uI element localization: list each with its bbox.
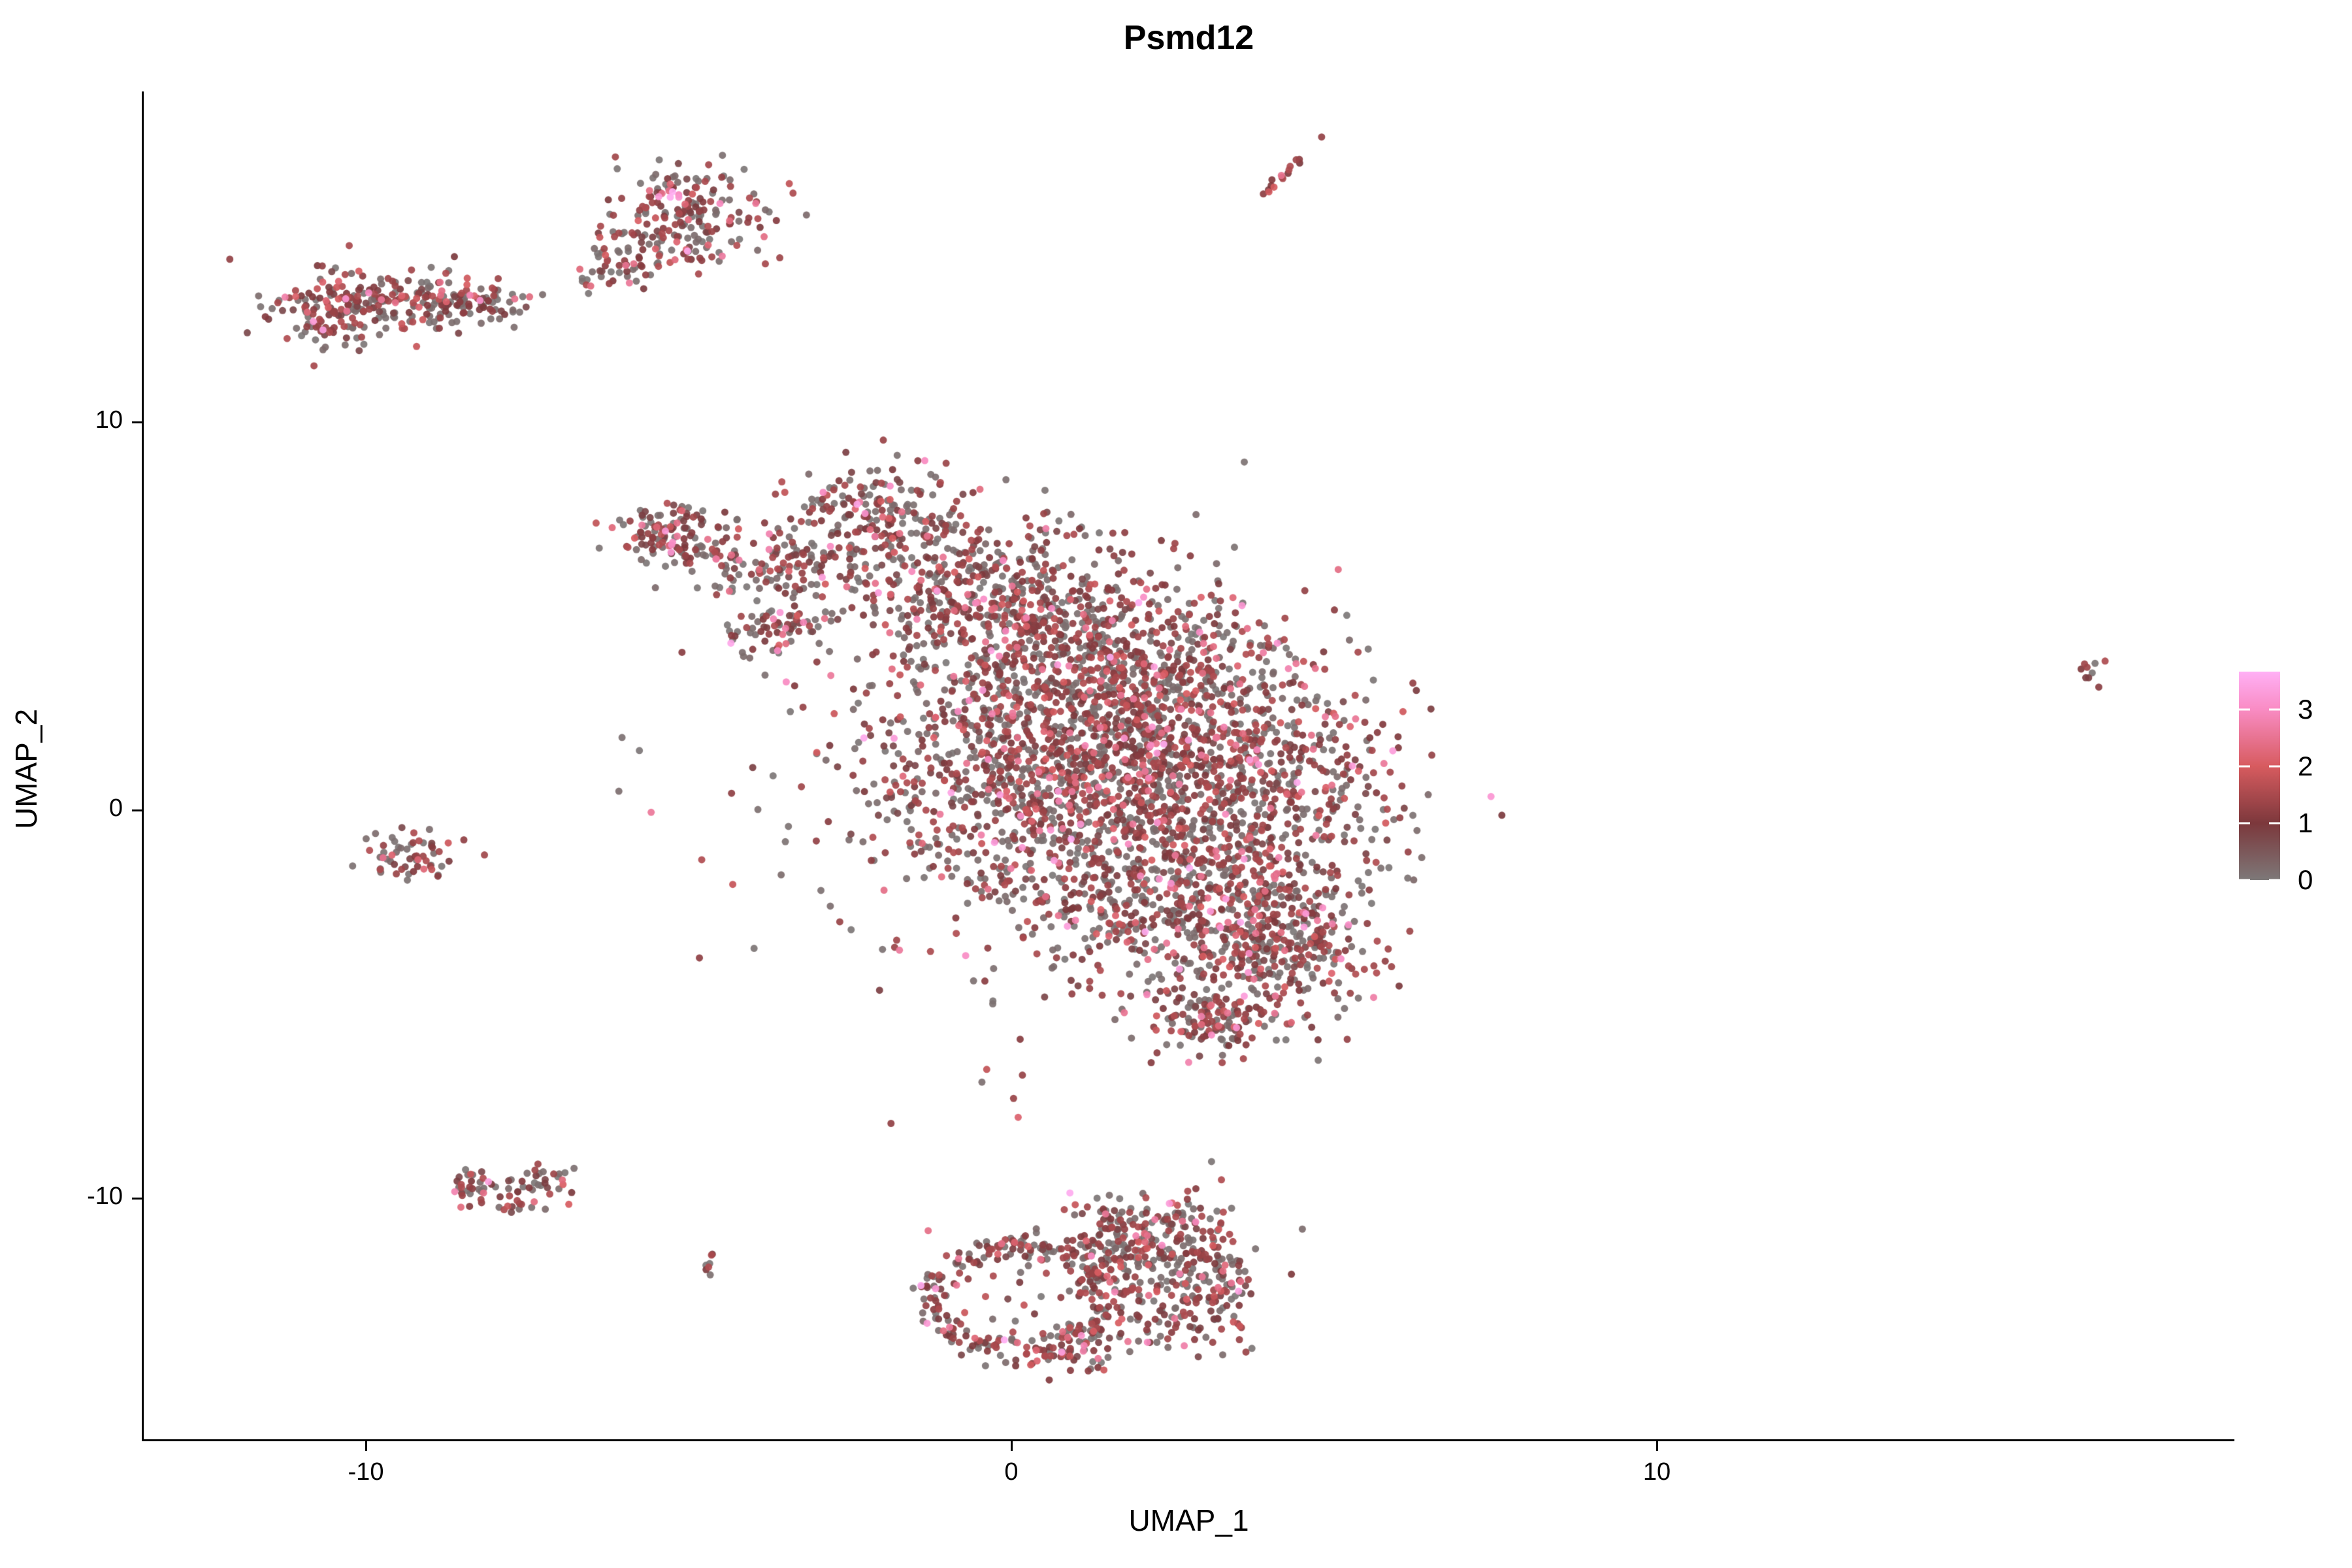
colorbar-tick-dash	[2269, 708, 2280, 711]
colorbar-label-2: 2	[2298, 750, 2313, 781]
x-tick-label-10: 10	[1642, 1458, 1671, 1486]
colorbar-gradient	[2239, 672, 2280, 881]
x-axis-line	[142, 1439, 2234, 1441]
colorbar-label-1: 1	[2298, 807, 2313, 838]
colorbar-tick-dash	[2239, 879, 2250, 881]
y-axis-line	[142, 91, 144, 1441]
x-tick-0	[1011, 1441, 1013, 1451]
colorbar-tick-dash	[2269, 822, 2280, 825]
colorbar-label-3: 3	[2298, 693, 2313, 725]
colorbar-label-0: 0	[2298, 864, 2313, 895]
x-tick-neg10	[365, 1441, 367, 1451]
x-tick-label-neg10: -10	[348, 1458, 384, 1486]
x-tick-10	[1656, 1441, 1658, 1451]
y-tick-label-0: 0	[108, 794, 123, 822]
y-tick-10	[132, 421, 142, 423]
colorbar-tick-dash	[2239, 822, 2250, 825]
y-tick-neg10	[132, 1198, 142, 1200]
y-tick-label-neg10: -10	[87, 1183, 123, 1210]
x-axis-title: UMAP_1	[1128, 1503, 1249, 1537]
x-tick-label-0: 0	[1004, 1458, 1019, 1486]
y-axis-title: UMAP_2	[9, 708, 43, 830]
colorbar-tick-dash	[2269, 879, 2280, 881]
colorbar-tick-dash	[2239, 765, 2250, 768]
colorbar-tick-dash	[2269, 765, 2280, 768]
colorbar-tick-dash	[2239, 708, 2250, 711]
y-tick-label-10: 10	[95, 406, 123, 434]
expression-colorbar: 3 2 1 0	[2239, 672, 2313, 895]
y-tick-0	[132, 809, 142, 811]
